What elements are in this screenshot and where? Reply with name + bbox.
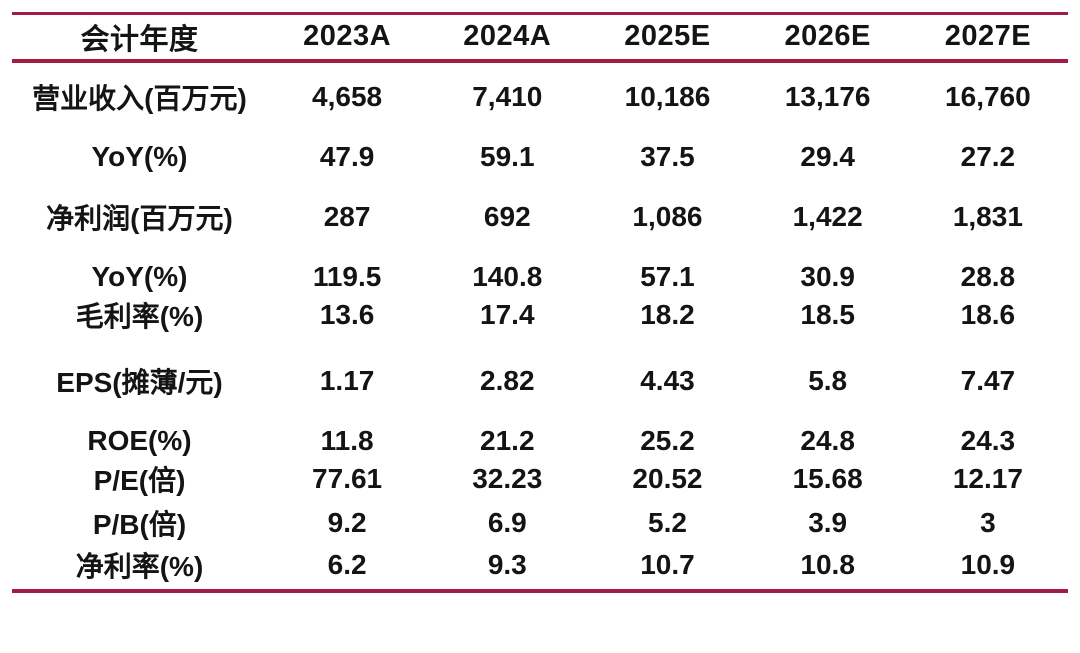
row-label: 净利润(百万元) [46, 202, 233, 234]
cell-value: 37.5 [640, 140, 695, 172]
table-row: 净利润(百万元) 287 692 1,086 1,422 1,831 [12, 173, 1068, 237]
table-row: P/B(倍) 9.2 6.9 5.2 3.9 3 [12, 501, 1068, 545]
cell-value: 5.8 [808, 364, 848, 396]
column-header-year: 2025E [624, 20, 711, 53]
column-header-year: 2026E [784, 20, 871, 53]
row-label: 净利率(%) [75, 550, 204, 582]
column-header-year: 2023A [303, 20, 392, 53]
row-label: 营业收入(百万元) [32, 82, 247, 114]
cell-value: 4,658 [312, 80, 383, 112]
cell-value: 10.7 [640, 548, 695, 580]
cell-value: 24.8 [800, 424, 855, 456]
cell-value: 1,422 [792, 200, 863, 232]
cell-value: 287 [323, 200, 371, 232]
row-label: P/B(倍) [92, 508, 187, 540]
cell-value: 1.17 [319, 364, 375, 396]
row-label: ROE(%) [87, 424, 192, 456]
column-header-year: 2027E [944, 20, 1032, 53]
cell-value: 77.61 [312, 462, 383, 494]
cell-value: 7,410 [472, 80, 543, 112]
row-label: 毛利率(%) [75, 300, 204, 332]
cell-value: 4.43 [640, 364, 695, 396]
table-body: 营业收入(百万元) 4,658 7,410 10,186 13,176 16,760 YoY… [12, 61, 1068, 591]
cell-value: 13,176 [784, 80, 871, 112]
cell-value: 1,831 [952, 200, 1023, 232]
cell-value: 30.9 [800, 260, 855, 292]
cell-value: 59.1 [480, 140, 535, 172]
cell-value: 9.3 [487, 548, 527, 580]
cell-value: 16,760 [945, 80, 1031, 112]
table-row: 毛利率(%) 13.6 17.4 18.2 18.5 18.6 [12, 293, 1068, 337]
row-label: YoY(%) [91, 260, 188, 292]
table-header: 会计年度 2023A 2024A 2025E 2026E 2027E [12, 14, 1068, 61]
cell-value: 10.8 [800, 548, 855, 580]
cell-value: 47.9 [319, 140, 375, 172]
cell-value: 28.8 [960, 260, 1016, 292]
table-row: YoY(%) 119.5 140.8 57.1 30.9 28.8 [12, 237, 1068, 293]
cell-value: 692 [483, 200, 531, 232]
row-label: YoY(%) [91, 140, 188, 172]
financial-summary-table-container: 会计年度 2023A 2024A 2025E 2026E 2027E 营业收入(百万元) 4… [12, 12, 1068, 593]
cell-value: 17.4 [480, 298, 535, 330]
cell-value: 6.9 [487, 506, 527, 538]
column-header-year: 2024A [463, 20, 552, 53]
cell-value: 119.5 [312, 260, 382, 292]
column-header-fiscal-year: 会计年度 [80, 23, 199, 56]
cell-value: 140.8 [472, 260, 543, 292]
table-row: YoY(%) 47.9 59.1 37.5 29.4 27.2 [12, 117, 1068, 173]
cell-value: 3 [980, 506, 996, 538]
cell-value: 2.82 [480, 364, 535, 396]
cell-value: 27.2 [960, 140, 1016, 172]
cell-value: 12.17 [952, 462, 1023, 494]
cell-value: 10,186 [624, 80, 711, 112]
cell-value: 7.47 [960, 364, 1016, 396]
table-row: P/E(倍) 77.61 32.23 20.52 15.68 12.17 [12, 457, 1068, 501]
cell-value: 25.2 [640, 424, 695, 456]
cell-value: 10.9 [960, 548, 1016, 580]
cell-value: 15.68 [792, 462, 863, 494]
table-row: ROE(%) 11.8 21.2 25.2 24.8 24.3 [12, 401, 1068, 457]
table-row: EPS(摊薄/元) 1.17 2.82 4.43 5.8 7.47 [12, 337, 1068, 401]
financial-summary-table: 会计年度 2023A 2024A 2025E 2026E 2027E 营业收入(百万元) 4… [12, 12, 1068, 593]
cell-value: 32.23 [472, 462, 543, 494]
cell-value: 18.2 [640, 298, 695, 330]
table-row: 净利率(%) 6.2 9.3 10.7 10.8 10.9 [12, 545, 1068, 591]
cell-value: 20.52 [632, 462, 703, 494]
cell-value: 1,086 [632, 200, 703, 232]
cell-value: 18.6 [960, 298, 1016, 330]
row-label: P/E(倍) [93, 464, 186, 496]
cell-value: 57.1 [640, 260, 695, 292]
cell-value: 18.5 [800, 298, 855, 330]
cell-value: 21.2 [480, 424, 535, 456]
cell-value: 11.8 [320, 424, 374, 456]
row-label: EPS(摊薄/元) [56, 366, 223, 398]
table-row: 营业收入(百万元) 4,658 7,410 10,186 13,176 16,760 [12, 61, 1068, 117]
cell-value: 29.4 [800, 140, 855, 172]
cell-value: 13.6 [319, 298, 375, 330]
cell-value: 9.2 [327, 506, 367, 538]
cell-value: 5.2 [648, 506, 687, 538]
cell-value: 24.3 [960, 424, 1016, 456]
cell-value: 3.9 [808, 506, 848, 538]
cell-value: 6.2 [327, 548, 367, 580]
table-header-row: 会计年度 2023A 2024A 2025E 2026E 2027E [12, 14, 1068, 61]
